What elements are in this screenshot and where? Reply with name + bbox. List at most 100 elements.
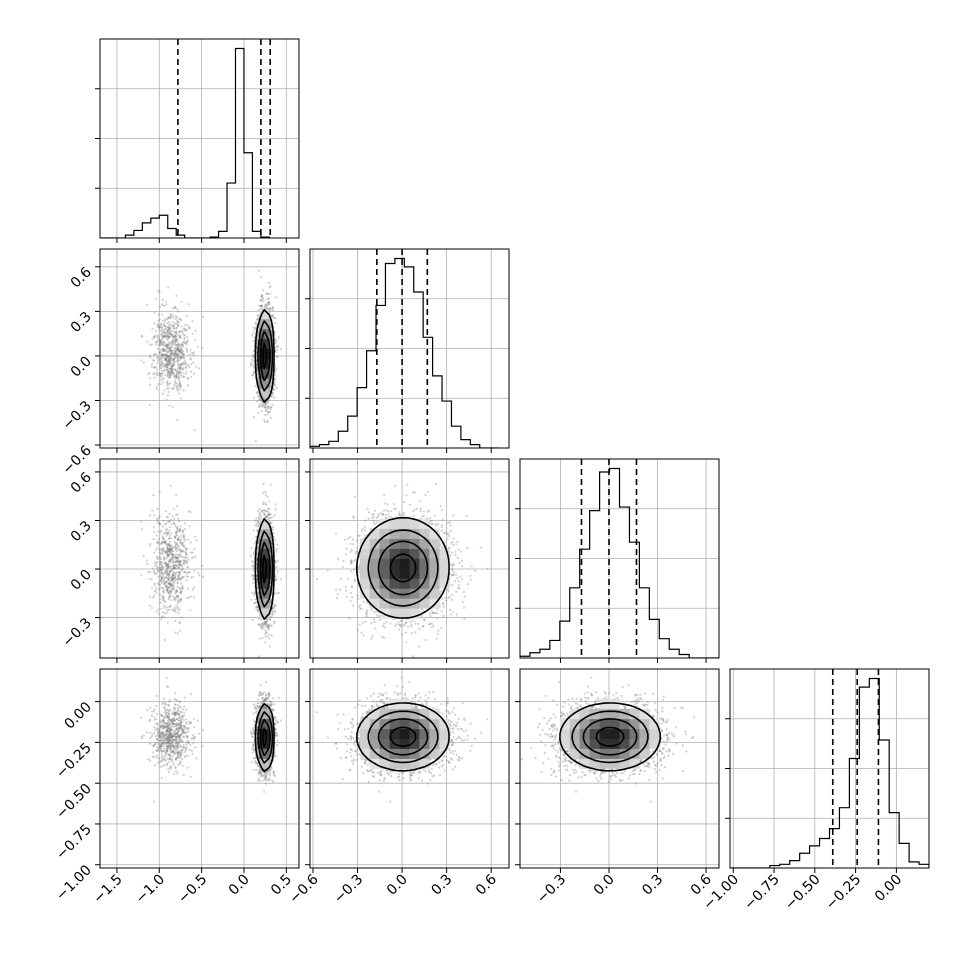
sample-point — [184, 337, 186, 339]
sample-point — [154, 366, 156, 368]
sample-point — [253, 416, 255, 418]
sample-point — [175, 494, 177, 496]
sample-point — [179, 350, 181, 352]
sample-point — [173, 358, 175, 360]
sample-point — [179, 368, 181, 370]
sample-point — [174, 609, 176, 611]
sample-point — [167, 348, 169, 350]
sample-point — [154, 377, 156, 379]
sample-point — [278, 336, 280, 338]
sample-point — [260, 660, 262, 662]
sample-point — [176, 327, 178, 329]
sample-point — [164, 389, 166, 391]
sample-point — [170, 519, 172, 521]
sample-point — [257, 548, 259, 550]
sample-point — [186, 562, 188, 564]
sample-point — [185, 362, 187, 364]
sample-point — [153, 584, 155, 586]
sample-point — [271, 516, 273, 518]
sample-point — [190, 541, 192, 543]
sample-point — [176, 383, 178, 385]
sample-point — [268, 629, 270, 631]
sample-point — [159, 594, 161, 596]
sample-point — [188, 596, 190, 598]
sample-point — [185, 348, 187, 350]
sample-point — [173, 328, 175, 330]
sample-point — [189, 354, 191, 356]
sample-point — [267, 302, 269, 304]
sample-point — [178, 393, 180, 395]
sample-point — [160, 383, 162, 385]
sample-point — [170, 349, 172, 351]
sample-point — [179, 388, 181, 390]
sample-point — [187, 377, 189, 379]
sample-point — [163, 370, 165, 372]
sample-point — [177, 600, 179, 602]
sample-point — [258, 508, 260, 510]
sample-point — [155, 298, 157, 300]
sample-point — [174, 580, 176, 582]
sample-point — [172, 316, 174, 318]
sample-point — [151, 607, 153, 609]
sample-point — [167, 622, 169, 624]
sample-point — [273, 621, 275, 623]
sample-point — [162, 320, 164, 322]
sample-point — [168, 350, 170, 352]
sample-point — [167, 333, 169, 335]
sample-point — [174, 341, 176, 343]
x-tick-label: −0.25 — [823, 872, 865, 914]
sample-point — [181, 343, 183, 345]
sample-point — [175, 354, 177, 356]
sample-point — [167, 371, 169, 373]
sample-point — [149, 543, 151, 545]
sample-point — [173, 375, 175, 377]
sample-point — [183, 357, 185, 359]
sample-point — [140, 574, 142, 576]
sample-point — [168, 405, 170, 407]
sample-point — [149, 356, 151, 358]
sample-point — [192, 362, 194, 364]
sample-point — [171, 595, 173, 597]
sample-point — [163, 329, 165, 331]
sample-point — [184, 359, 186, 361]
sample-point — [183, 353, 185, 355]
sample-point — [164, 365, 166, 367]
sample-point — [167, 286, 169, 288]
sample-point — [166, 375, 168, 377]
sample-point — [153, 312, 155, 314]
sample-point — [253, 330, 255, 332]
sample-point — [254, 327, 256, 329]
sample-point — [172, 321, 174, 323]
sample-point — [178, 371, 180, 373]
sample-point — [171, 334, 173, 336]
sample-point — [178, 354, 180, 356]
sample-point — [180, 301, 182, 303]
sample-point — [187, 575, 189, 577]
sample-point — [162, 336, 164, 338]
sample-point — [177, 632, 179, 634]
sample-point — [251, 592, 253, 594]
sample-point — [177, 361, 179, 363]
sample-point — [268, 511, 270, 513]
sample-point — [161, 354, 163, 356]
sample-point — [253, 365, 255, 367]
sample-point — [177, 324, 179, 326]
sample-point — [179, 319, 181, 321]
sample-point — [164, 612, 166, 614]
sample-point — [172, 341, 174, 343]
sample-point — [157, 383, 159, 385]
sample-point — [257, 510, 259, 512]
sample-point — [183, 389, 185, 391]
y-tick-label: 0.6 — [68, 264, 95, 291]
sample-point — [267, 405, 269, 407]
sample-point — [275, 346, 277, 348]
sample-point — [177, 363, 179, 365]
sample-point — [162, 337, 164, 339]
sample-point — [170, 324, 172, 326]
sample-point — [189, 349, 191, 351]
sample-point — [198, 574, 200, 576]
sample-point — [166, 345, 168, 347]
sample-point — [174, 306, 176, 308]
sample-point — [157, 325, 159, 327]
